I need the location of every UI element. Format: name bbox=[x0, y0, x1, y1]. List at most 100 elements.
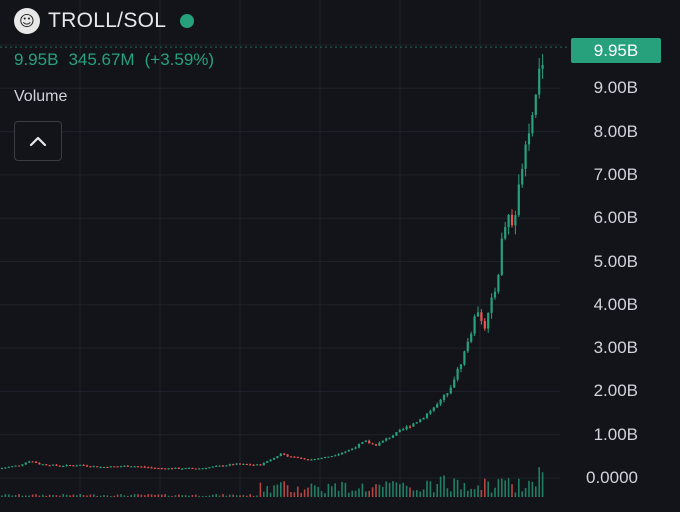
candle-up bbox=[378, 442, 381, 446]
candle-up bbox=[395, 432, 398, 436]
candle-down bbox=[232, 464, 235, 466]
candle-down bbox=[283, 453, 286, 455]
y-tick-label: 4.00B bbox=[593, 294, 638, 314]
candle-up bbox=[272, 458, 276, 460]
collapse-volume-button[interactable] bbox=[14, 121, 62, 161]
volume-bar bbox=[123, 495, 126, 497]
candle-up bbox=[412, 423, 415, 427]
volume-bar bbox=[263, 491, 265, 497]
candle-up bbox=[425, 413, 429, 418]
volume-bar bbox=[69, 495, 71, 497]
volume-bar bbox=[21, 495, 24, 497]
candle-up bbox=[119, 466, 123, 468]
volume-bar bbox=[487, 481, 489, 497]
volume-bar bbox=[463, 483, 466, 497]
candle-up bbox=[7, 466, 10, 468]
candle-up bbox=[357, 443, 361, 448]
volume-bar bbox=[65, 494, 68, 497]
candle-up bbox=[524, 144, 527, 169]
candle-up bbox=[459, 364, 463, 369]
candle-down bbox=[306, 459, 310, 461]
candle-up bbox=[184, 468, 187, 470]
candle-down bbox=[510, 214, 514, 226]
candle-up bbox=[470, 333, 473, 342]
candle-up bbox=[75, 465, 78, 467]
volume-bar bbox=[327, 483, 330, 497]
volume-bar bbox=[8, 494, 10, 497]
candle-up bbox=[181, 468, 184, 470]
volume-bar bbox=[385, 481, 387, 497]
volume-bar bbox=[147, 494, 149, 497]
candles bbox=[0, 54, 544, 470]
volume-bar bbox=[110, 495, 112, 497]
candle-up bbox=[476, 312, 480, 317]
candle-down bbox=[48, 465, 51, 467]
volume-bar bbox=[409, 487, 411, 497]
volume-bar bbox=[99, 495, 102, 497]
volume-bar bbox=[297, 486, 299, 497]
candle-up bbox=[493, 291, 497, 298]
candle-up bbox=[323, 456, 327, 458]
volume-bar bbox=[348, 492, 350, 497]
candle-down bbox=[72, 465, 75, 467]
candle-up bbox=[327, 456, 330, 458]
volume-bar bbox=[422, 489, 425, 497]
volume-bar bbox=[358, 488, 360, 497]
volume-bar bbox=[518, 478, 520, 497]
volume-bar bbox=[371, 487, 374, 497]
candle-up bbox=[449, 387, 452, 394]
volume-bar bbox=[504, 480, 506, 497]
change-pct: (+3.59%) bbox=[144, 50, 215, 69]
volume-bar bbox=[429, 481, 432, 497]
volume-bar bbox=[490, 492, 493, 497]
candle-up bbox=[436, 404, 439, 408]
candle-up bbox=[11, 466, 14, 468]
volume-bar bbox=[412, 490, 415, 497]
volume-bar bbox=[140, 494, 143, 497]
candle-down bbox=[221, 465, 225, 467]
volume-bar bbox=[395, 482, 398, 497]
candle-up bbox=[133, 466, 136, 468]
candle-up bbox=[279, 453, 282, 457]
candle-down bbox=[150, 467, 153, 469]
volume-bar bbox=[127, 495, 129, 497]
candle-down bbox=[113, 466, 116, 468]
candle-down bbox=[17, 465, 21, 467]
current-price-tag: 9.95B bbox=[571, 38, 661, 63]
candle-up bbox=[62, 466, 65, 468]
candle-up bbox=[334, 455, 337, 457]
volume-bar bbox=[382, 486, 384, 497]
candle-up bbox=[490, 297, 493, 313]
volume-bar bbox=[535, 486, 537, 497]
volume-bar bbox=[222, 494, 224, 497]
volume-bar bbox=[531, 481, 534, 497]
volume-bar bbox=[511, 484, 513, 497]
candle-up bbox=[487, 312, 490, 329]
volume-bar bbox=[416, 490, 418, 497]
candle-up bbox=[521, 168, 524, 185]
y-tick-label: 7.00B bbox=[593, 164, 638, 184]
candle-up bbox=[337, 454, 340, 456]
candle-down bbox=[286, 454, 289, 457]
volume-bar bbox=[14, 495, 17, 497]
candle-up bbox=[497, 274, 500, 292]
candle-up bbox=[51, 464, 55, 466]
volume-bar bbox=[55, 495, 58, 497]
volume-bar bbox=[18, 494, 20, 497]
candle-down bbox=[68, 465, 72, 467]
troll-face-icon: ☺ bbox=[14, 8, 40, 34]
candle-up bbox=[4, 467, 7, 469]
volume-bar bbox=[35, 494, 37, 497]
volume-bar bbox=[361, 483, 364, 497]
pair-name: TROLL/SOL bbox=[48, 9, 167, 32]
volume-bar bbox=[269, 492, 272, 497]
volume-bar bbox=[439, 476, 442, 497]
volume-bar bbox=[249, 494, 251, 497]
volume-bar bbox=[164, 494, 166, 497]
volume-bar bbox=[473, 489, 476, 497]
candle-down bbox=[374, 444, 378, 446]
candle-up bbox=[453, 379, 456, 388]
candle-up bbox=[398, 429, 401, 433]
volume-bar bbox=[320, 491, 323, 497]
